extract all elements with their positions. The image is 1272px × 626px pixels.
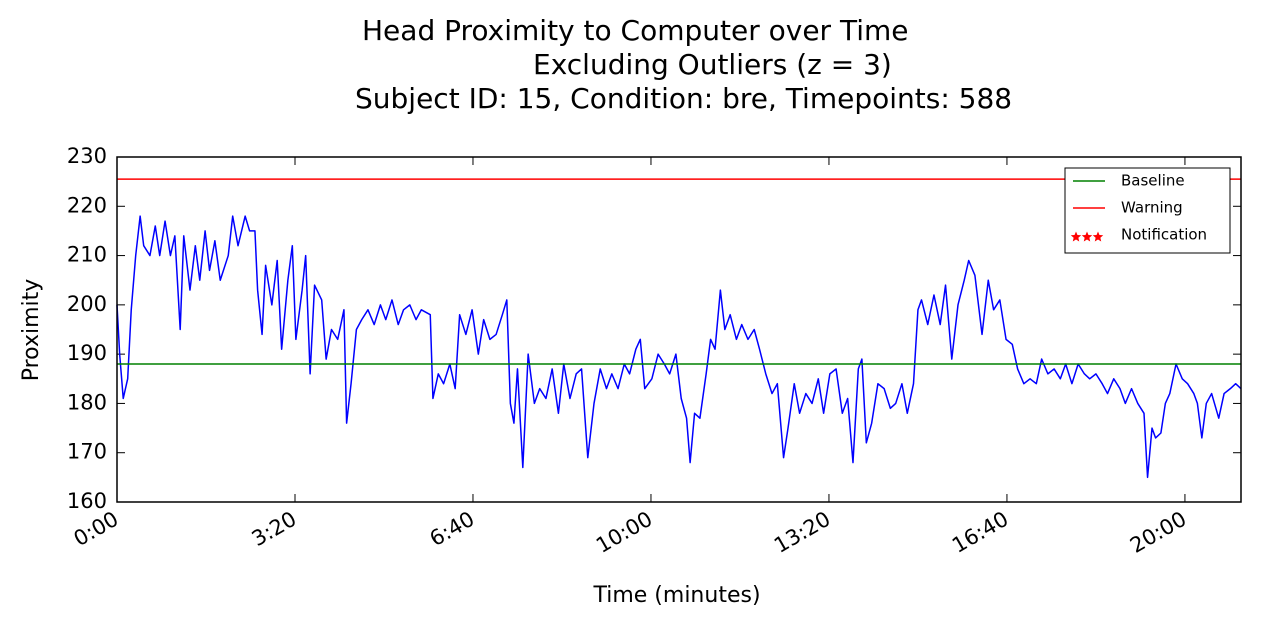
legend-label: Warning: [1121, 199, 1183, 217]
x-tick-label: 0:00: [70, 507, 123, 551]
legend-label: Notification: [1121, 226, 1207, 244]
x-tick-label: 6:40: [426, 507, 479, 551]
x-tick-label: 20:00: [1126, 507, 1190, 558]
plot-frame: [116, 156, 1242, 503]
x-tick-label: 13:20: [770, 507, 834, 558]
x-tick-label: 3:20: [248, 507, 301, 551]
legend-swatch: [1081, 231, 1093, 242]
y-tick-label: 200: [67, 292, 107, 316]
chart-title: Excluding Outliers (z = 3): [533, 48, 892, 81]
legend: Baseline Warning Notification: [1064, 167, 1231, 254]
y-tick-label: 190: [67, 341, 107, 365]
x-tick-label: 10:00: [592, 507, 656, 558]
data-line: [116, 215, 1242, 479]
y-tick-label: 230: [67, 144, 107, 168]
chart-title: Subject ID: 15, Condition: bre, Timepoin…: [355, 82, 1012, 115]
legend-box: [1064, 167, 1231, 254]
legend-label: Baseline: [1121, 172, 1185, 190]
y-tick-label: 170: [67, 440, 107, 464]
y-tick-label: 210: [67, 243, 107, 267]
y-tick-label: 180: [67, 390, 107, 414]
x-axis-label: Time (minutes): [592, 583, 760, 608]
y-axis-label: Proximity: [19, 279, 44, 382]
x-tick-label: 16:40: [948, 507, 1012, 558]
legend-swatch: [1092, 231, 1104, 242]
chart-title: Head Proximity to Computer over Time: [362, 14, 909, 47]
y-tick-label: 220: [67, 193, 107, 217]
y-tick-label: 160: [67, 489, 107, 513]
legend-swatch: [1070, 231, 1082, 242]
